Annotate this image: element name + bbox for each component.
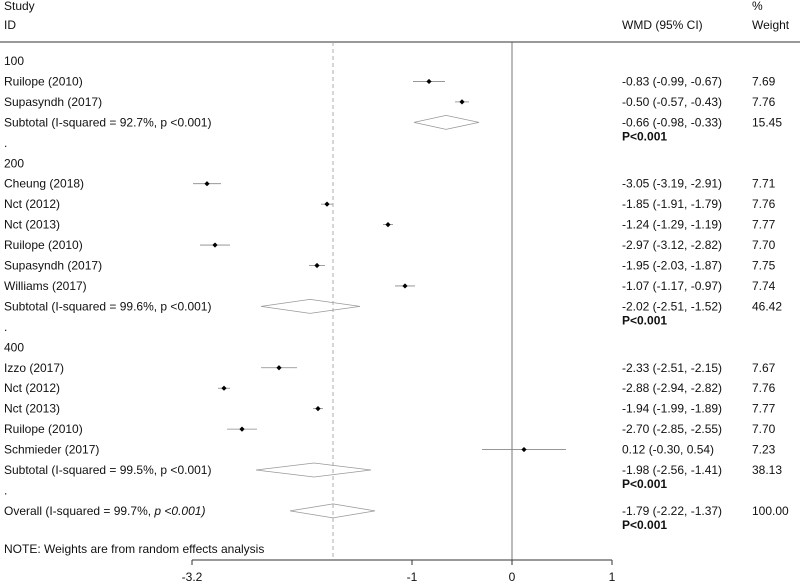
weight-value: 7.67 xyxy=(752,361,776,375)
x-tick-label: 1 xyxy=(609,570,616,584)
study-label: Ruilope (2010) xyxy=(4,238,83,252)
study-label: Schmieder (2017) xyxy=(4,443,99,457)
spacer-dot: . xyxy=(4,320,7,334)
ci-text: -1.79 (-2.22, -1.37) xyxy=(622,504,722,518)
ci-text: -3.05 (-3.19, -2.91) xyxy=(622,177,722,191)
p-value: P<0.001 xyxy=(622,313,667,327)
weight-value: 7.23 xyxy=(752,443,776,457)
study-label: Supasyndh (2017) xyxy=(4,259,102,273)
overall-label-p: p <0.001) xyxy=(153,504,205,518)
study-label: Ruilope (2010) xyxy=(4,74,83,88)
point-estimate xyxy=(239,426,245,432)
header-percent: % xyxy=(752,0,763,13)
x-tick-label: -3.2 xyxy=(182,570,203,584)
ci-text: -0.83 (-0.99, -0.67) xyxy=(622,74,722,88)
group-label: 100 xyxy=(4,54,24,68)
ci-text: 0.12 (-0.30, 0.54) xyxy=(622,443,714,457)
spacer-dot: . xyxy=(4,136,7,150)
point-estimate xyxy=(402,283,408,289)
ci-text: -2.33 (-2.51, -2.15) xyxy=(622,361,722,375)
header-estimate: WMD (95% CI) xyxy=(622,18,703,32)
point-estimate xyxy=(276,365,282,371)
spacer-dot: . xyxy=(4,483,7,497)
point-estimate xyxy=(324,201,330,207)
x-tick-label: -1 xyxy=(407,570,418,584)
ci-text: -2.97 (-3.12, -2.82) xyxy=(622,238,722,252)
x-tick-label: 0 xyxy=(509,570,516,584)
header-study: Study xyxy=(4,0,35,13)
weight-value: 100.00 xyxy=(752,504,789,518)
point-estimate xyxy=(221,385,227,391)
ci-text: -1.24 (-1.29, -1.19) xyxy=(622,218,722,232)
p-value: P<0.001 xyxy=(622,477,667,491)
weight-value: 7.71 xyxy=(752,177,776,191)
p-value: P<0.001 xyxy=(622,129,667,143)
study-label: Nct (2013) xyxy=(4,218,60,232)
point-estimate xyxy=(314,262,320,269)
study-label: Ruilope (2010) xyxy=(4,422,83,436)
weight-value: 7.70 xyxy=(752,238,776,252)
ci-text: -0.50 (-0.57, -0.43) xyxy=(622,95,722,109)
study-label: Nct (2012) xyxy=(4,197,60,211)
study-label: Nct (2013) xyxy=(4,402,60,416)
overall-label: Overall (I-squared = 99.7%, p <0.001) xyxy=(4,504,205,518)
weights-note: NOTE: Weights are from random effects an… xyxy=(4,542,264,556)
weight-value: 7.74 xyxy=(752,279,776,293)
ci-text: -1.94 (-1.99, -1.89) xyxy=(622,402,722,416)
study-label: Nct (2012) xyxy=(4,381,60,395)
weight-value: 7.70 xyxy=(752,422,776,436)
weight-value: 7.69 xyxy=(752,74,776,88)
study-label: Izzo (2017) xyxy=(4,361,64,375)
weight-value: 7.77 xyxy=(752,218,776,232)
group-label: 400 xyxy=(4,340,24,354)
header-id: ID xyxy=(4,18,16,32)
subtotal-label: Subtotal (I-squared = 99.6%, p <0.001) xyxy=(4,299,211,313)
weight-value: 7.77 xyxy=(752,402,776,416)
ci-text: -0.66 (-0.98, -0.33) xyxy=(622,115,722,129)
pooled-diamond xyxy=(289,503,376,519)
ci-text: -2.88 (-2.94, -2.82) xyxy=(622,381,722,395)
weight-value: 38.13 xyxy=(752,463,782,477)
weight-value: 7.76 xyxy=(752,95,776,109)
p-value: P<0.001 xyxy=(622,518,667,532)
point-estimate xyxy=(315,406,321,412)
weight-value: 46.42 xyxy=(752,299,782,313)
weight-value: 7.76 xyxy=(752,197,776,211)
pooled-diamond xyxy=(260,298,361,314)
point-estimate xyxy=(521,446,527,453)
point-estimate xyxy=(385,222,391,228)
study-label: Supasyndh (2017) xyxy=(4,95,102,109)
point-estimate xyxy=(204,181,210,187)
weight-value: 7.76 xyxy=(752,381,776,395)
subtotal-label: Subtotal (I-squared = 92.7%, p <0.001) xyxy=(4,115,211,129)
ci-text: -1.98 (-2.56, -1.41) xyxy=(622,463,722,477)
ci-text: -1.07 (-1.17, -0.97) xyxy=(622,279,722,293)
header-weight: Weight xyxy=(752,18,790,32)
group-label: 200 xyxy=(4,156,24,170)
ci-text: -1.95 (-2.03, -1.87) xyxy=(622,259,722,273)
pooled-diamond xyxy=(413,114,480,130)
overall-label-main: Overall (I-squared = 99.7%, xyxy=(4,504,154,518)
ci-text: -2.02 (-2.51, -1.52) xyxy=(622,299,722,313)
point-estimate xyxy=(459,99,465,105)
pooled-diamond xyxy=(255,462,372,478)
ci-text: -1.85 (-1.91, -1.79) xyxy=(622,197,722,211)
study-label: Williams (2017) xyxy=(4,279,87,293)
point-estimate xyxy=(426,78,432,85)
point-estimate xyxy=(212,242,218,248)
subtotal-label: Subtotal (I-squared = 99.5%, p <0.001) xyxy=(4,463,211,477)
weight-value: 15.45 xyxy=(752,115,782,129)
ci-text: -2.70 (-2.85, -2.55) xyxy=(622,422,722,436)
study-label: Cheung (2018) xyxy=(4,177,84,191)
weight-value: 7.75 xyxy=(752,259,776,273)
